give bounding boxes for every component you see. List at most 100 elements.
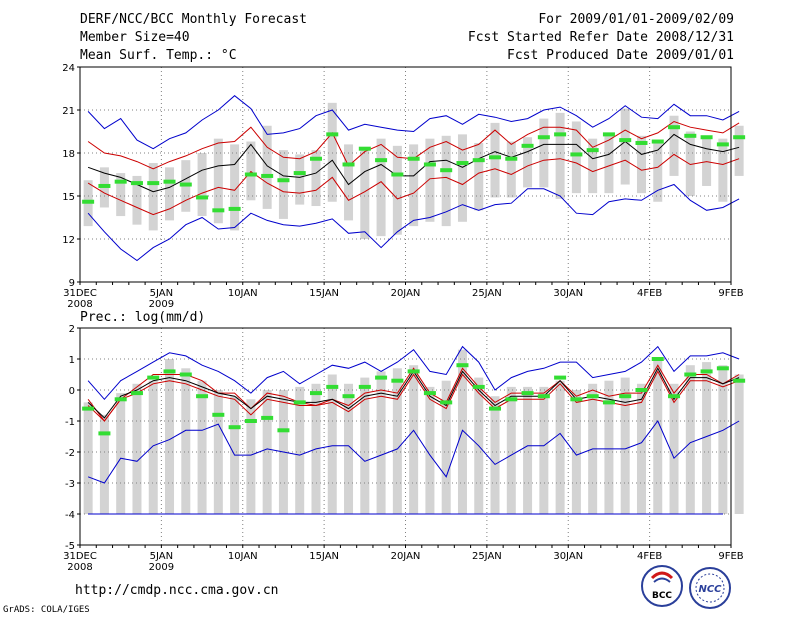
observed-marker [130,391,143,396]
observed-marker [163,179,176,184]
member-range-box [734,125,744,176]
member-range-box [213,390,223,514]
member-range-box [506,141,516,198]
observed-marker [196,394,209,399]
x-tick-year-label: 2008 [67,299,92,310]
observed-marker [668,125,681,130]
y-tick-label: 21 [62,106,75,117]
x-tick-label: 10JAN [228,288,258,299]
x-tick-label: 4FEB [637,551,662,562]
member-range-box [165,359,175,514]
observed-marker [407,369,420,374]
x-tick-label: 5JAN [150,288,173,299]
member-range-box [588,138,598,194]
member-range-box [262,390,272,514]
observed-marker [489,155,502,160]
x-tick-label: 30JAN [553,551,583,562]
member-range-box [425,386,435,514]
observed-marker [261,173,274,178]
member-range-box [327,102,337,202]
observed-marker [98,431,111,436]
member-range-box [197,153,207,217]
member-range-box [425,138,435,222]
observed-marker [423,391,436,396]
observed-marker [212,412,225,417]
member-range-box [213,138,223,224]
ncc-logo-text: NCC [698,584,722,595]
member-range-box [409,365,419,514]
member-range-box [441,380,451,514]
observed-marker [537,394,550,399]
member-range-box [181,368,191,514]
member-range-box [685,131,695,196]
observed-marker [586,148,599,153]
observed-marker [716,366,729,371]
observed-marker [391,378,404,383]
member-range-box [571,121,581,194]
observed-marker [651,357,664,361]
x-tick-label: 15JAN [309,288,339,299]
chart-title: DERF/NCC/BCC Monthly Forecast [80,12,307,27]
member-range-box [278,150,288,219]
member-range-box [409,144,419,227]
refer-date: Fcst Started Refer Date 2008/12/31 [467,30,734,45]
x-tick-label: 30JAN [553,288,583,299]
max-envelope-line [87,345,740,401]
member-range-box [457,134,467,222]
member-size: Member Size=40 [80,30,190,45]
member-range-box [636,135,646,194]
member-range-box [604,380,614,514]
observed-marker [293,171,306,176]
observed-marker [619,394,632,399]
member-range-box [702,362,712,514]
member-range-box [311,150,321,207]
y-tick-label: 24 [62,63,75,74]
observed-marker [82,406,95,411]
observed-marker [293,400,306,405]
temp-panel-title: Mean Surf. Temp.: °C [80,48,237,63]
observed-marker [277,178,290,183]
y-tick-label: 1 [69,355,75,366]
observed-marker [635,140,648,145]
observed-marker [196,195,209,200]
observed-marker [375,158,388,163]
observed-marker [147,375,160,380]
y-tick-label: 15 [62,192,75,203]
observed-marker [684,133,697,138]
observed-marker [635,388,648,392]
observed-marker [375,375,388,380]
x-tick-label: 10JAN [228,551,258,562]
observed-marker [456,363,469,368]
source-url[interactable]: http://cmdp.ncc.cma.gov.cn [75,583,279,598]
min-envelope-line [87,420,740,484]
member-range-box [669,115,679,176]
observed-marker [358,146,371,151]
y-tick-label: 12 [62,235,75,246]
observed-marker [212,208,225,213]
x-tick-label: 25JAN [472,288,502,299]
observed-marker [456,161,469,166]
observed-marker [277,428,290,433]
observed-marker [651,139,664,144]
member-range-box [392,368,402,514]
observed-marker [668,394,681,399]
observed-marker [309,391,322,396]
member-range-box [230,144,240,231]
observed-marker [244,419,257,423]
observed-marker [440,400,453,405]
x-tick-label: 25JAN [472,551,502,562]
observed-marker [261,415,274,420]
observed-marker [554,132,567,137]
x-tick-label: 4FEB [637,288,662,299]
observed-marker [391,172,404,177]
y-tick-label: -1 [65,417,75,428]
observed-marker [342,162,355,167]
member-range-box [653,141,663,202]
observed-marker [179,372,192,377]
observed-marker [309,156,322,161]
member-range-box [523,386,533,514]
member-range-box [490,396,500,514]
observed-marker [602,400,615,405]
observed-marker [733,378,746,383]
